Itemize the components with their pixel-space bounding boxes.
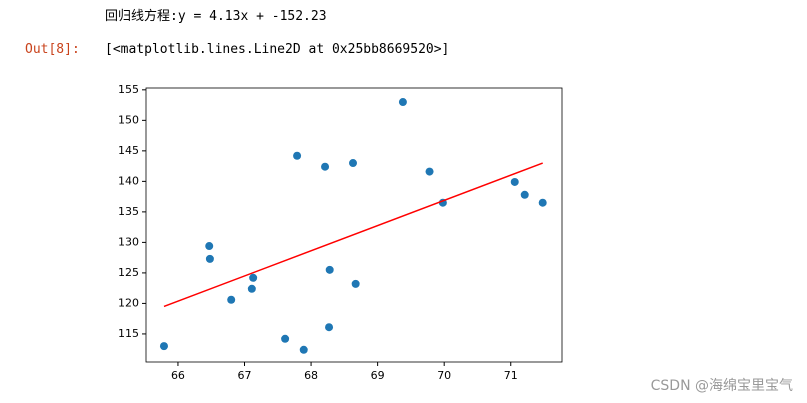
point [159,342,168,351]
axes-frame [145,87,563,363]
x-tick-label: 69 [371,369,385,382]
point [321,162,330,171]
point [325,265,334,274]
watermark: CSDN @海绵宝里宝气 [650,378,793,394]
point [398,98,407,107]
result-text: [<matplotlib.lines.Line2D at 0x25bb86695… [105,42,450,57]
point [510,177,519,186]
y-tick-label: 150 [118,113,139,126]
x-tick-label: 67 [238,369,252,382]
y-tick-label: 145 [118,144,139,157]
point [538,198,547,207]
x-tick-label: 70 [437,369,451,382]
x-tick-label: 66 [171,369,185,382]
y-tick-label: 115 [118,327,139,340]
point [205,254,214,263]
point [205,242,214,251]
y-tick-label: 135 [118,205,139,218]
point [349,159,358,168]
point [247,284,256,293]
point [293,151,302,160]
printed-output: 回归线方程:y = 4.13x + -152.23 [105,9,327,24]
point [299,345,308,354]
y-tick-label: 125 [118,266,139,279]
point [249,273,258,282]
y-tick-label: 140 [118,174,139,187]
point [425,167,434,176]
regression-line [163,162,543,308]
out-prompt: Out[8]: [25,42,80,57]
point [227,295,236,304]
y-tick-label: 120 [118,296,139,309]
y-tick-label: 155 [118,83,139,96]
point [281,334,290,343]
x-tick-label: 71 [504,369,518,382]
point [325,323,334,332]
x-tick-label: 68 [304,369,318,382]
point [351,279,360,288]
y-tick-label: 130 [118,235,139,248]
point [520,190,529,199]
